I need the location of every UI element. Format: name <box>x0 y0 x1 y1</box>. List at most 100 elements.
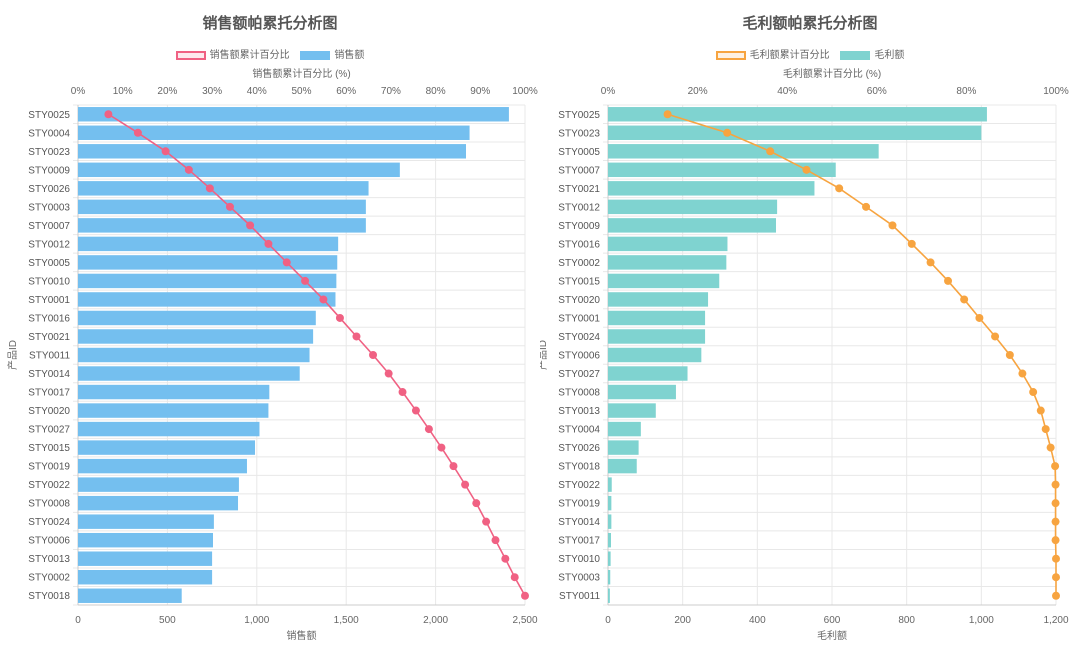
y-tick-label: STY0006 <box>28 536 70 547</box>
cumulative-point <box>862 202 871 211</box>
bar <box>78 366 300 381</box>
cumulative-point <box>225 202 234 211</box>
bar <box>608 144 879 159</box>
cumulative-point <box>1046 443 1055 452</box>
cumulative-point <box>133 128 142 137</box>
x2-axis-title: 毛利额累计百分比 (%) <box>783 67 881 80</box>
bar <box>78 107 509 122</box>
chart-title: 销售额帕累托分析图 <box>202 15 338 32</box>
sales-pareto-plot: 0 500 1,000 1,500 2,000 2,500 0% 10% 20% 30% 40% 50… <box>6 67 538 642</box>
cumulative-point <box>663 110 672 119</box>
bar <box>78 514 214 529</box>
y-tick-label: STY0014 <box>28 369 70 380</box>
y-tick-label: STY0017 <box>28 388 70 399</box>
legend-label: 毛利额累计百分比 <box>749 50 830 61</box>
y-tick-label: STY0011 <box>29 351 70 362</box>
x2-tick-label: 60% <box>867 86 887 97</box>
bar <box>608 125 982 140</box>
y-tick-label: STY0003 <box>28 202 70 213</box>
cumulative-point <box>301 276 310 285</box>
y-tick-label: STY0005 <box>558 147 600 158</box>
x-axis-title: 毛利额 <box>817 629 847 642</box>
y-tick-label: STY0025 <box>28 110 70 121</box>
chart-title: 毛利额帕累托分析图 <box>742 15 878 32</box>
bar <box>608 292 709 307</box>
y-tick-label: STY0020 <box>28 406 70 417</box>
y-tick-label: STY0003 <box>558 573 600 584</box>
bar <box>608 218 776 233</box>
bar <box>608 181 815 196</box>
cumulative-point <box>1052 573 1060 582</box>
x2-tick-label: 40% <box>777 86 797 97</box>
y-tick-label: STY0019 <box>28 462 70 473</box>
x2-tick-label: 60% <box>336 86 356 97</box>
cumulative-point <box>1052 591 1060 600</box>
bar <box>78 440 256 455</box>
bar <box>78 421 260 437</box>
cumulative-point <box>1036 406 1045 415</box>
x2-tick-label: 20% <box>688 86 708 97</box>
cumulative-point <box>1041 425 1050 434</box>
bar <box>608 532 611 548</box>
x2-tick-label: 20% <box>157 86 177 97</box>
cumulative-point <box>926 258 935 267</box>
bar <box>78 403 269 418</box>
cumulative-point <box>411 406 420 415</box>
x-tick-label: 2,500 <box>512 615 537 626</box>
cumulative-point <box>723 128 732 137</box>
bar <box>608 570 611 585</box>
bar <box>608 199 778 215</box>
bar <box>608 347 702 363</box>
x-tick-label: 1,000 <box>969 615 994 626</box>
cumulative-point <box>369 351 378 359</box>
y-tick-label: STY0001 <box>558 313 600 324</box>
legend-label: 销售额累计百分比 <box>209 50 290 61</box>
bar <box>78 532 213 548</box>
cumulative-point <box>991 332 1000 341</box>
y-tick-label: STY0023 <box>28 147 70 158</box>
y-tick-label: STY0021 <box>558 184 600 195</box>
x2-tick-label: 50% <box>291 86 311 97</box>
legend-item-line[interactable]: 毛利额累计百分比 <box>715 46 830 61</box>
cumulative-point <box>461 480 470 489</box>
y-tick-label: STY0023 <box>558 128 600 139</box>
cumulative-point <box>491 536 500 545</box>
y-tick-label: STY0009 <box>28 165 70 176</box>
bar <box>78 384 270 400</box>
x-tick-label: 1,200 <box>1043 615 1068 626</box>
bar <box>78 199 366 215</box>
y-tick-label: STY0013 <box>28 554 70 565</box>
cumulative-point <box>888 221 897 230</box>
bar <box>608 162 836 178</box>
x-tick-label: 1,500 <box>334 615 359 626</box>
chart-legend: 销售额累计百分比 销售额 <box>0 46 540 61</box>
x2-axis-title: 销售额累计百分比 (%) <box>252 67 350 80</box>
bar <box>608 551 611 566</box>
legend-item-bar[interactable]: 销售额 <box>300 46 364 61</box>
x2-tick-label: 80% <box>426 86 446 97</box>
cumulative-point <box>907 239 916 248</box>
cumulative-point <box>766 147 775 156</box>
legend-item-line[interactable]: 销售额累计百分比 <box>175 46 290 61</box>
legend-item-bar[interactable]: 毛利额 <box>840 46 904 61</box>
y-tick-label: STY0024 <box>558 332 600 343</box>
bar <box>78 551 213 566</box>
bar <box>78 144 466 159</box>
y-tick-label: STY0026 <box>28 184 70 195</box>
bar <box>78 218 366 233</box>
cumulative-point <box>1051 517 1060 526</box>
y-tick-label: STY0014 <box>558 517 600 528</box>
y-tick-label: STY0004 <box>28 128 70 139</box>
cumulative-point <box>1051 480 1060 489</box>
bar <box>78 588 182 603</box>
bar <box>608 384 676 400</box>
bar <box>608 458 637 474</box>
y-tick-label: STY0008 <box>558 388 600 399</box>
x2-tick-label: 80% <box>956 86 976 97</box>
cumulative-point <box>521 591 529 600</box>
x2-tick-label: 10% <box>113 86 133 97</box>
bar <box>608 403 656 418</box>
cumulative-point <box>802 165 811 174</box>
cumulative-point <box>398 388 407 397</box>
cumulative-point <box>264 239 273 248</box>
